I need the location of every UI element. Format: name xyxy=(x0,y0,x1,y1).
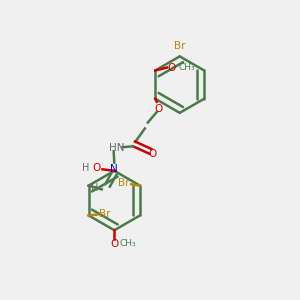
Text: CH₃: CH₃ xyxy=(119,239,136,248)
Text: Br: Br xyxy=(118,178,130,188)
Text: O: O xyxy=(110,238,118,249)
Text: O: O xyxy=(92,163,101,173)
Text: N: N xyxy=(110,164,118,174)
Text: H: H xyxy=(82,163,90,173)
Text: O: O xyxy=(167,62,176,73)
Text: H: H xyxy=(91,183,98,193)
Text: Br: Br xyxy=(99,209,111,219)
Text: Br: Br xyxy=(174,41,185,51)
Text: O: O xyxy=(148,149,156,159)
Text: CH₃: CH₃ xyxy=(178,63,195,72)
Text: HN: HN xyxy=(109,143,124,153)
Text: O: O xyxy=(154,104,162,114)
